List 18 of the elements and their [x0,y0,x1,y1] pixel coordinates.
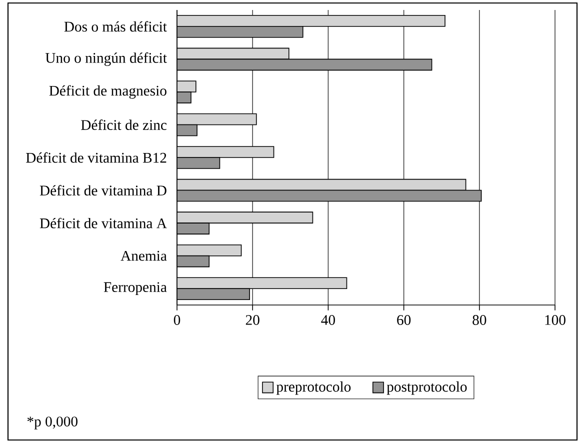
text: *p 0,000 [27,416,78,430]
y-tick-label: Déficit de vitamina B12 [26,152,166,163]
x-tick-label: 0 [174,315,180,325]
y-tick-label: Uno o ningún déficit [45,52,167,66]
y-tick-label: Déficit de magnesio [49,85,166,99]
y-tick-label: Déficit de vitamina D [40,185,166,196]
x-tick-label: 100 [545,315,566,325]
y-tick-label: Ferropenia [104,282,167,296]
y-tick-label: Déficit de vitamina A [40,218,167,228]
x-tick-label: 40 [321,315,335,325]
x-tick-label: 80 [472,315,486,325]
x-tick-label: 20 [246,315,260,325]
y-tick-label: Anemia [120,250,167,261]
y-tick-label: Dos o más déficit [64,21,167,32]
x-tick-label: 60 [397,315,411,325]
y-tick-label: Déficit de zinc [81,119,167,130]
legend-label: preprotocolo [276,381,351,395]
legend-label: postprotocolo [386,381,467,395]
